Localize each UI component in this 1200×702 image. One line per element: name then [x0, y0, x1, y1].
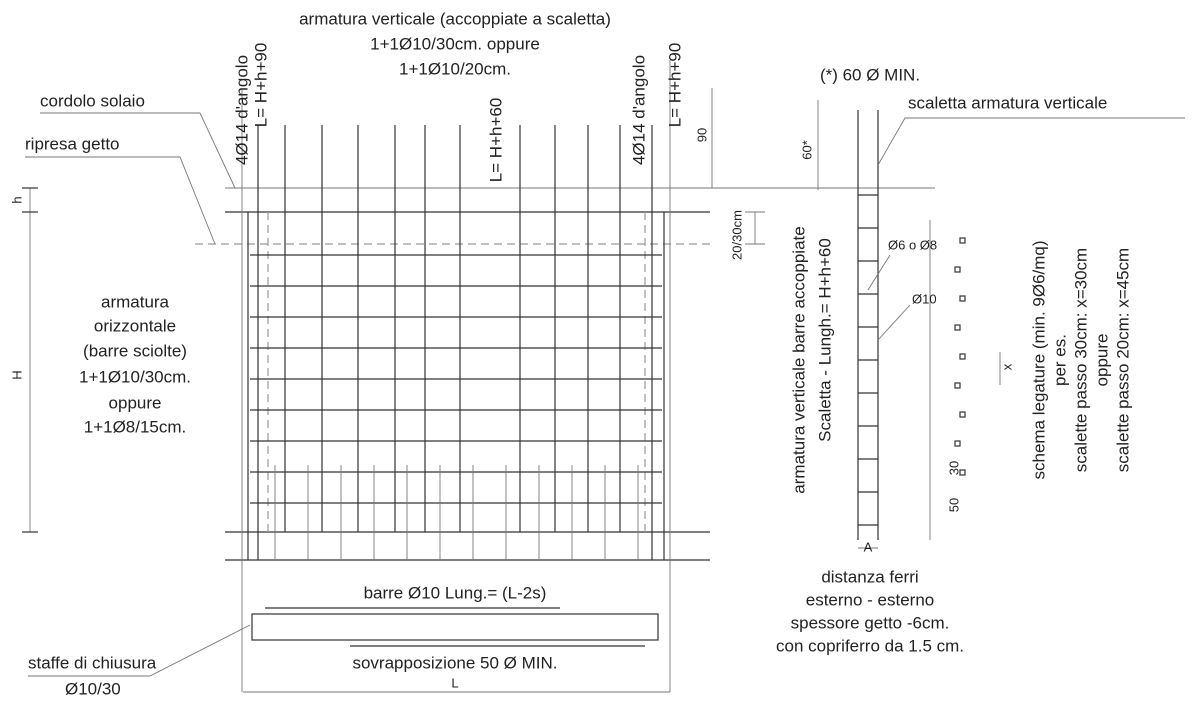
- note-line: oppure: [109, 393, 162, 412]
- leader: [867, 254, 891, 291]
- label: Scaletta - Lungh.= H+h+60: [815, 238, 834, 442]
- tie-mark: [954, 266, 961, 273]
- leader: [28, 624, 251, 677]
- label: cordolo solaio: [40, 91, 145, 110]
- note-line: scalette passo 30cm: x=30cm: [1071, 248, 1090, 472]
- tie-mark: [954, 440, 961, 447]
- dimension: L: [451, 675, 458, 690]
- title: 1+1Ø10/30cm. oppure: [370, 34, 540, 53]
- horizontal-note: armatura orizzontale (barre sciolte) 1+1Ø10…: [79, 292, 191, 436]
- note-line: spessore getto -6cm.: [791, 613, 950, 632]
- label: L= H+h+90: [251, 43, 270, 128]
- leader: [877, 304, 911, 341]
- title: armatura verticale (accoppiate a scalett…: [299, 9, 611, 28]
- tie-mark: [959, 237, 966, 244]
- layout: [22, 60, 1185, 693]
- note-line: con copriferro da 1.5 cm.: [776, 636, 964, 655]
- label: barre Ø10 Lung.= (L-2s): [364, 583, 547, 602]
- dimension: 20/30cm: [729, 210, 744, 260]
- note-line: per es.: [1050, 334, 1069, 386]
- label: L= H+h+60: [486, 98, 505, 183]
- note-line: oppure: [1092, 334, 1111, 387]
- tie-mark: [959, 411, 966, 418]
- tie-mark: [959, 469, 966, 476]
- dimension: h: [9, 196, 24, 203]
- label: 4Ø14 d'angolo: [232, 55, 251, 165]
- mesh: [250, 125, 966, 560]
- dimension: 50: [946, 498, 961, 512]
- leader: [40, 112, 236, 189]
- note-line: scalette passo 20cm: x=45cm: [1113, 248, 1132, 472]
- leader: [25, 156, 216, 245]
- note-line: schema legature (min. 9Ø6/mq): [1029, 240, 1048, 479]
- note-line: (barre sciolte): [83, 341, 187, 360]
- stirrup: [251, 613, 659, 641]
- dimension: 60*: [799, 140, 814, 160]
- dimension: H: [9, 370, 24, 379]
- note: (*) 60 Ø MIN.: [820, 65, 920, 84]
- note-line: 1+1Ø10/30cm.: [79, 367, 191, 386]
- note-line: 1+1Ø8/15cm.: [84, 417, 187, 436]
- distance-note: distanza ferri esterno - esterno spessore …: [776, 567, 964, 655]
- label: Ø10: [912, 291, 937, 306]
- tie-mark: [959, 295, 966, 302]
- texts: armatura verticale (accoppiate a scalett…: [9, 9, 1132, 698]
- label: 4Ø14 d'angolo: [629, 55, 648, 165]
- label: sovrapposizione 50 Ø MIN.: [352, 653, 557, 672]
- note-line: esterno - esterno: [806, 590, 935, 609]
- label: L= H+h+90: [665, 43, 684, 128]
- note-line: distanza ferri: [821, 567, 918, 586]
- label: ripresa getto: [25, 134, 120, 153]
- tie-mark: [959, 353, 966, 360]
- dimension: 30: [946, 461, 961, 475]
- label: Ø10/30: [65, 679, 121, 698]
- label: armatura verticale barre accoppiate: [789, 226, 808, 493]
- leader: [877, 117, 1185, 166]
- dimension: 90: [694, 128, 709, 142]
- title: 1+1Ø10/20cm.: [399, 59, 511, 78]
- tie-mark: [954, 324, 961, 331]
- ties-note: schema legature (min. 9Ø6/mq) per es. scal…: [1029, 240, 1132, 479]
- dimension: x: [999, 363, 1014, 370]
- label: Ø6 o Ø8: [888, 237, 937, 252]
- label: staffe di chiusura: [28, 653, 157, 672]
- tie-mark: [954, 382, 961, 389]
- note-line: orizzontale: [94, 316, 176, 335]
- label: scaletta armatura verticale: [908, 93, 1107, 112]
- note-line: armatura: [101, 292, 170, 311]
- dimension: A: [864, 539, 873, 554]
